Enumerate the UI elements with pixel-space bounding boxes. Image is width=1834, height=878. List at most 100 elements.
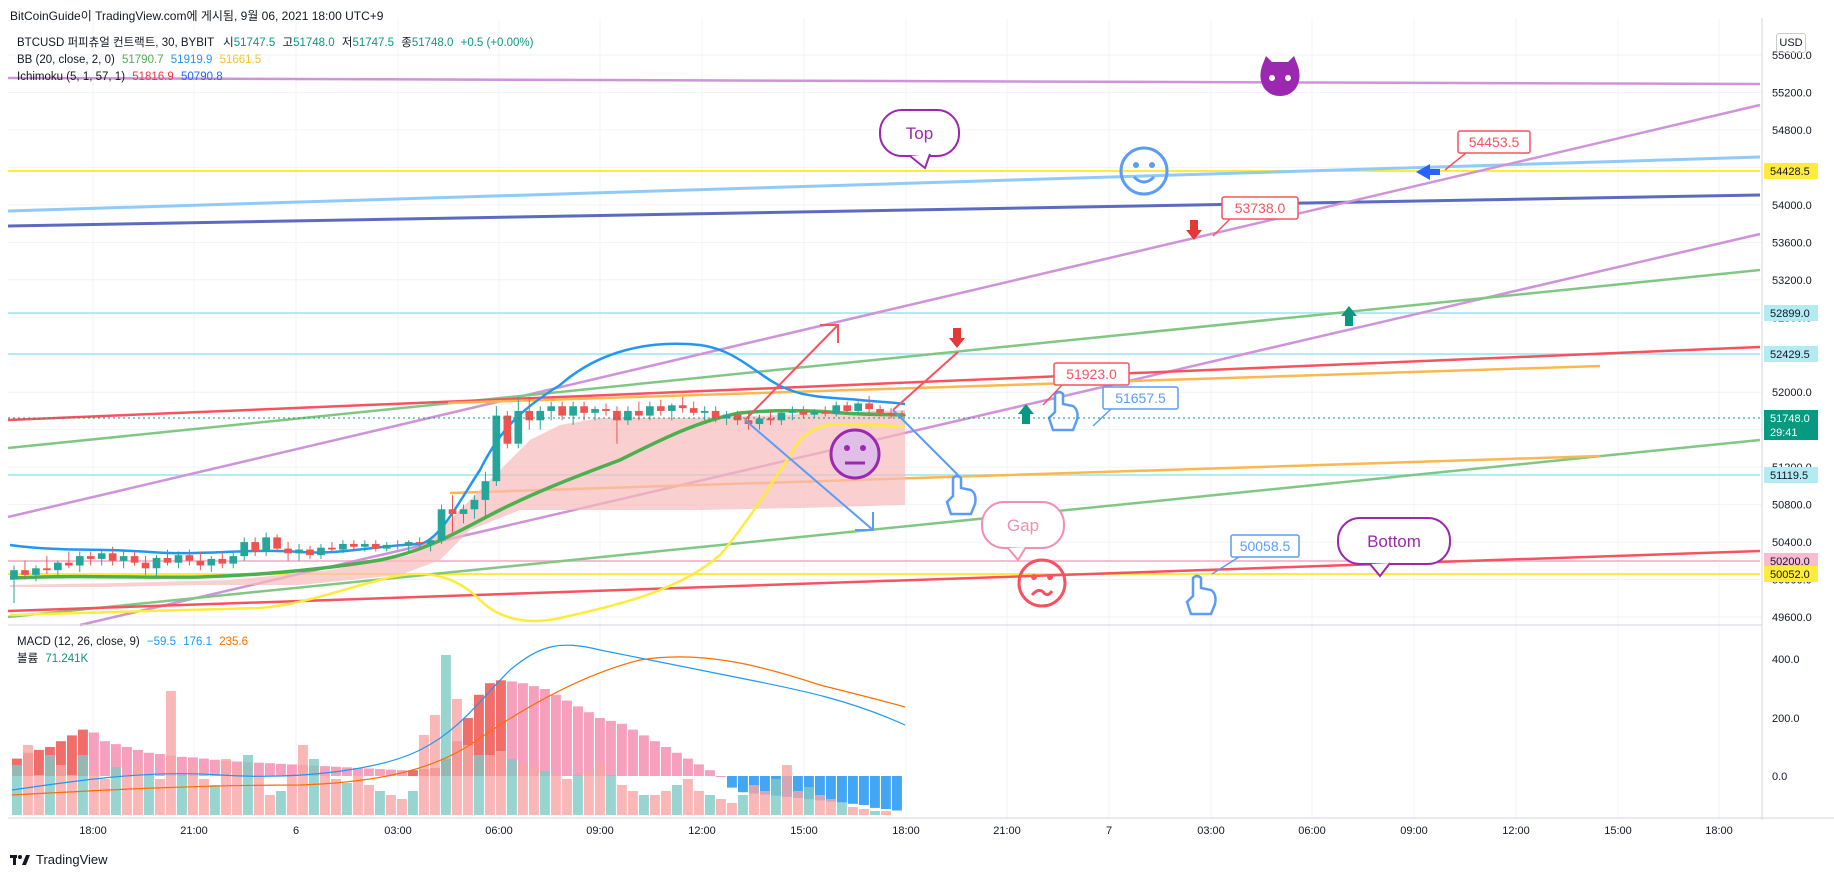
volume-bar bbox=[650, 795, 660, 815]
candle-body bbox=[525, 410, 534, 421]
volume-bar bbox=[265, 795, 275, 815]
macd-hist-bar bbox=[639, 735, 649, 776]
candle-body bbox=[646, 406, 654, 416]
pointer-hand-icon bbox=[1185, 574, 1217, 616]
volume-bar bbox=[793, 791, 803, 815]
candle-body bbox=[569, 406, 577, 416]
volume-bar bbox=[199, 779, 209, 815]
candle-body bbox=[635, 410, 643, 416]
time-tick-label: 18:00 bbox=[79, 825, 107, 837]
tradingview-brand[interactable]: TradingView bbox=[10, 852, 108, 867]
macd-hist-bar bbox=[672, 752, 682, 776]
macd-hist-bar bbox=[199, 758, 209, 776]
volume-bar bbox=[870, 811, 880, 815]
macd-hist-bar bbox=[34, 749, 44, 776]
candle-body bbox=[459, 509, 468, 514]
arrow-marker-icon bbox=[1018, 404, 1034, 424]
callout-label: 54453.5 bbox=[1469, 134, 1520, 150]
candle-body bbox=[865, 403, 873, 410]
volume-legend-row[interactable]: 볼륨 71.241K bbox=[17, 651, 248, 668]
candle-body bbox=[788, 410, 797, 413]
macd-hist-bar bbox=[562, 700, 572, 776]
candle-body bbox=[547, 406, 556, 411]
currency-button[interactable]: USD bbox=[1776, 33, 1806, 53]
volume-bar bbox=[683, 779, 693, 815]
macd-hist-bar bbox=[749, 776, 759, 794]
volume-bar bbox=[397, 799, 407, 815]
face-outline bbox=[1119, 146, 1169, 196]
volume-bar bbox=[452, 699, 462, 815]
candle-body bbox=[240, 542, 249, 557]
volume-bar bbox=[430, 715, 440, 815]
volume-bar bbox=[188, 765, 198, 815]
callout-pointer bbox=[1444, 152, 1467, 171]
candle-body bbox=[689, 408, 698, 413]
volume-bar bbox=[716, 799, 726, 815]
trend-lines[interactable] bbox=[7, 76, 1761, 627]
candle-body bbox=[64, 562, 73, 566]
macd-tick-label: 400.0 bbox=[1772, 654, 1800, 666]
pointer-hand-icon bbox=[1047, 390, 1079, 432]
left-arrow-marker-icon bbox=[1416, 164, 1440, 180]
volume-bar bbox=[111, 767, 121, 815]
ohlc-high: 51748.0 bbox=[293, 37, 335, 49]
candle-body bbox=[196, 560, 205, 566]
time-tick-label: 12:00 bbox=[1502, 825, 1530, 837]
hand-outline bbox=[1047, 390, 1079, 432]
neutral-face-icon bbox=[829, 428, 881, 480]
bb-legend-row[interactable]: BB (20, close, 2, 0) 51790.7 51919.9 516… bbox=[17, 52, 534, 69]
macd-hist-bar bbox=[111, 744, 121, 776]
trend-line bbox=[447, 364, 1601, 405]
speech-bubble-label: Top bbox=[906, 124, 933, 143]
candle-body bbox=[393, 544, 402, 546]
time-tick-label: 7 bbox=[1106, 825, 1112, 837]
volume-bar bbox=[309, 759, 319, 815]
volume-bar bbox=[606, 775, 616, 815]
volume-bar bbox=[540, 771, 550, 815]
candle-body bbox=[678, 405, 687, 409]
smile-face-icon bbox=[1119, 146, 1169, 196]
symbol-legend-row[interactable]: BTCUSD 퍼피츄얼 컨트랙트, 30, BYBIT 시51747.5 고51… bbox=[17, 35, 534, 52]
volume-bar bbox=[628, 791, 638, 815]
macd-hist-bar bbox=[364, 768, 374, 776]
ohlc-low: 51747.5 bbox=[352, 37, 395, 49]
candle-body bbox=[667, 405, 676, 411]
candlestick-series bbox=[10, 395, 906, 603]
macd-line bbox=[11, 644, 906, 791]
volume-bar bbox=[672, 785, 682, 815]
candle-body bbox=[317, 547, 325, 556]
ichimoku-a: 51816.9 bbox=[132, 71, 174, 83]
candle-body bbox=[218, 558, 227, 564]
volume-bar bbox=[749, 785, 759, 815]
arrow-marker-icon bbox=[949, 328, 965, 348]
arrow-marker-icon bbox=[1341, 306, 1357, 326]
macd-hist-bar bbox=[551, 694, 561, 776]
ohlc-close: 51748.0 bbox=[411, 37, 454, 49]
candle-body bbox=[810, 411, 819, 415]
volume-bar bbox=[738, 795, 748, 815]
macd-hist-bar bbox=[254, 762, 264, 776]
face-eye bbox=[1149, 162, 1155, 168]
price-tick-label: 50800.0 bbox=[1772, 500, 1812, 512]
price-badge bbox=[1764, 553, 1818, 569]
macd-hist-bar bbox=[386, 769, 396, 776]
candle-body bbox=[591, 409, 599, 413]
macd-legend: MACD (12, 26, close, 9) −59.5 176.1 235.… bbox=[17, 634, 248, 668]
macd-hist-bar bbox=[705, 770, 715, 776]
volume-bar bbox=[705, 795, 715, 815]
down-arrow-line bbox=[892, 409, 959, 476]
candle-body bbox=[185, 555, 194, 561]
macd-value-3: 235.6 bbox=[219, 636, 248, 648]
candle-body bbox=[10, 570, 18, 580]
macd-legend-row[interactable]: MACD (12, 26, close, 9) −59.5 176.1 235.… bbox=[17, 634, 248, 651]
price-badge bbox=[1764, 163, 1818, 179]
drawing-annotations[interactable]: 54453.5 53738.0 51923.0 51657.5 50058.5 Top Ga… bbox=[8, 56, 1762, 616]
candle-body bbox=[558, 406, 566, 416]
ichimoku-legend-row[interactable]: Ichimoku (5, 1, 57, 1) 51816.9 50790.8 bbox=[17, 69, 534, 86]
macd-value-1: −59.5 bbox=[146, 636, 177, 648]
candle-body bbox=[624, 410, 632, 421]
macd-hist-bar bbox=[738, 776, 748, 793]
candle-body bbox=[602, 409, 610, 411]
ohlc-open: 51747.5 bbox=[233, 37, 276, 49]
